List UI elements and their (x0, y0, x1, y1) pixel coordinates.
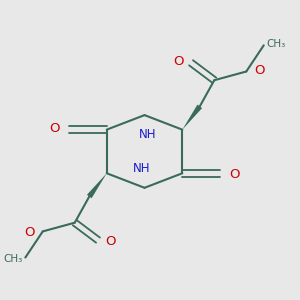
Text: O: O (173, 55, 184, 68)
Text: O: O (254, 64, 265, 77)
Text: O: O (50, 122, 60, 135)
Text: NH: NH (139, 128, 156, 141)
Text: O: O (24, 226, 34, 239)
Text: O: O (229, 168, 239, 181)
Text: CH₃: CH₃ (266, 39, 285, 49)
Polygon shape (87, 173, 107, 198)
Polygon shape (182, 105, 202, 130)
Text: NH: NH (133, 162, 150, 175)
Text: O: O (105, 235, 116, 248)
Text: CH₃: CH₃ (4, 254, 23, 264)
